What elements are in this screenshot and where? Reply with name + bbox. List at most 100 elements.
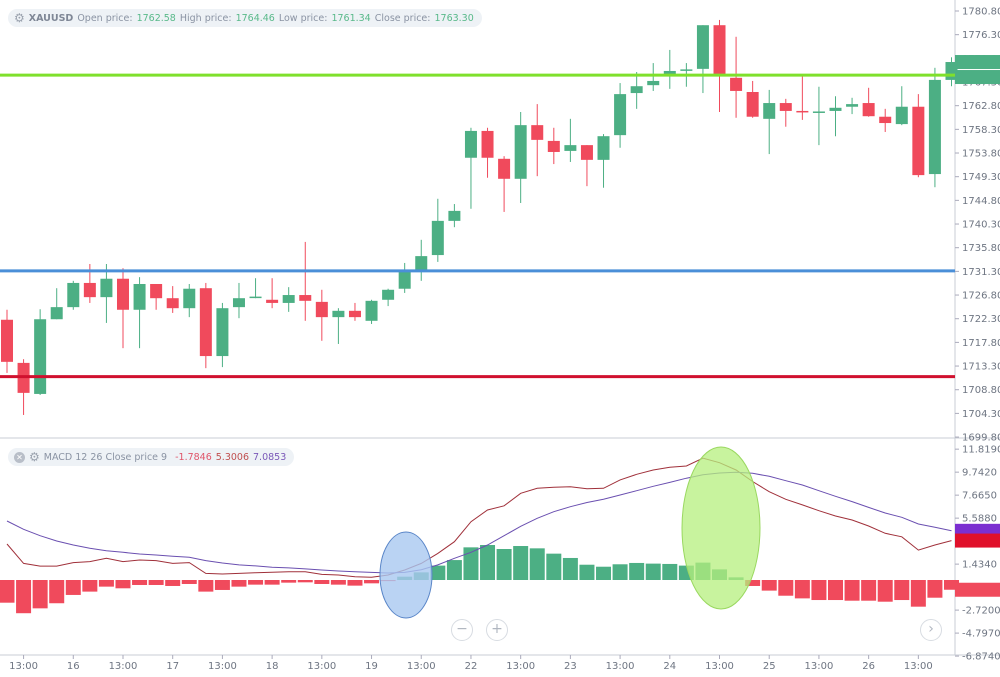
candle[interactable] — [696, 25, 709, 94]
time-tick-label: 17 — [166, 661, 179, 672]
scroll-right-button[interactable]: › — [920, 619, 942, 641]
candle[interactable] — [1, 309, 13, 373]
time-tick-label: 22 — [465, 661, 478, 672]
candle[interactable] — [879, 108, 892, 132]
gear-icon[interactable]: ⚙ — [29, 450, 40, 464]
candle[interactable] — [464, 127, 477, 209]
candle[interactable] — [332, 308, 345, 344]
candle[interactable] — [448, 204, 461, 228]
candle[interactable] — [630, 72, 643, 109]
candle[interactable] — [299, 241, 312, 321]
zoom-in-button[interactable]: + — [486, 619, 508, 641]
price-tick-label: 1753.80 — [962, 149, 1000, 160]
candle-body — [829, 107, 842, 111]
candle[interactable] — [34, 309, 47, 395]
candle[interactable] — [846, 97, 859, 115]
candle-body — [315, 301, 328, 318]
candle[interactable] — [249, 278, 262, 299]
gear-icon[interactable]: ⚙ — [14, 11, 25, 25]
macd-histogram-bar — [662, 563, 678, 580]
candle[interactable] — [382, 288, 395, 307]
candle[interactable] — [199, 282, 212, 369]
candle[interactable] — [133, 277, 146, 349]
price-tick-label: 1776.30 — [962, 30, 1000, 41]
candle[interactable] — [663, 49, 676, 89]
candle[interactable] — [730, 36, 743, 118]
candle[interactable] — [498, 156, 511, 212]
macd-histogram-bar — [165, 580, 181, 586]
candle[interactable] — [580, 145, 593, 187]
candle-body — [365, 300, 378, 321]
macd-histogram-bar — [364, 580, 380, 584]
candle[interactable] — [779, 98, 792, 127]
open-label: Open price: — [77, 12, 133, 24]
candle[interactable] — [282, 287, 295, 312]
candle[interactable] — [216, 302, 229, 368]
macd-histogram-bar — [430, 565, 446, 580]
candle[interactable] — [166, 286, 179, 313]
macd-label: MACD 12 26 Close price 9 — [43, 451, 168, 463]
candle[interactable] — [67, 280, 80, 310]
candle-body — [332, 310, 345, 318]
candle[interactable] — [796, 74, 809, 120]
price-tick-label: 1735.80 — [962, 243, 1000, 254]
candle[interactable] — [763, 89, 776, 155]
signal-line — [6, 471, 952, 574]
candle[interactable] — [547, 127, 560, 165]
candle[interactable] — [829, 96, 842, 137]
candle[interactable] — [481, 127, 494, 178]
candle-body — [382, 289, 395, 300]
candle-body — [431, 220, 444, 256]
candle-body — [514, 125, 527, 179]
candle[interactable] — [183, 283, 196, 318]
candle[interactable] — [431, 198, 444, 262]
candle[interactable] — [928, 67, 941, 188]
time-tick-label: 26 — [862, 661, 875, 672]
candle-body — [614, 94, 627, 136]
price-tick-label: 1780.80 — [962, 7, 1000, 18]
macd-tick-label: 1.4340 — [962, 560, 997, 571]
candle[interactable] — [266, 278, 279, 309]
candle[interactable] — [812, 86, 825, 146]
candle-body — [166, 298, 179, 309]
macd-histogram-bar — [861, 580, 877, 601]
macd-histogram-bar — [828, 580, 843, 601]
candle[interactable] — [348, 302, 361, 321]
candle[interactable] — [514, 111, 527, 203]
candle[interactable] — [531, 104, 544, 177]
candle[interactable] — [150, 283, 163, 310]
candle[interactable] — [895, 86, 908, 126]
candle[interactable] — [647, 63, 660, 91]
close-indicator-icon[interactable]: ✕ — [14, 451, 25, 463]
candle[interactable] — [746, 80, 759, 118]
candle-body — [150, 283, 163, 299]
candle[interactable] — [398, 262, 411, 293]
candle[interactable] — [315, 289, 328, 341]
close-value: 1763.30 — [434, 12, 474, 24]
highlight-ellipse-blue[interactable] — [379, 531, 433, 619]
candle-body — [133, 283, 146, 310]
highlight-ellipse-green[interactable] — [681, 446, 761, 610]
macd-histogram-bar — [612, 564, 628, 580]
candle[interactable] — [100, 264, 113, 323]
candle[interactable] — [862, 87, 875, 117]
candle-body — [779, 103, 792, 111]
time-tick-label: 13:00 — [307, 661, 336, 672]
candle[interactable] — [597, 134, 610, 188]
candle[interactable] — [713, 19, 726, 112]
macd-tick-label: 9.7420 — [962, 468, 997, 479]
candle[interactable] — [564, 118, 577, 162]
zoom-out-button[interactable]: − — [451, 619, 473, 641]
candle[interactable] — [50, 288, 63, 320]
candle-body — [50, 307, 63, 320]
time-tick-label: 23 — [564, 661, 577, 672]
candle[interactable] — [232, 282, 245, 319]
candle[interactable] — [912, 94, 925, 178]
candle[interactable] — [614, 83, 627, 148]
candle[interactable] — [116, 268, 129, 349]
candle[interactable] — [365, 299, 378, 324]
candle[interactable] — [415, 239, 428, 281]
candle[interactable] — [17, 359, 30, 415]
candle-body — [547, 140, 560, 152]
